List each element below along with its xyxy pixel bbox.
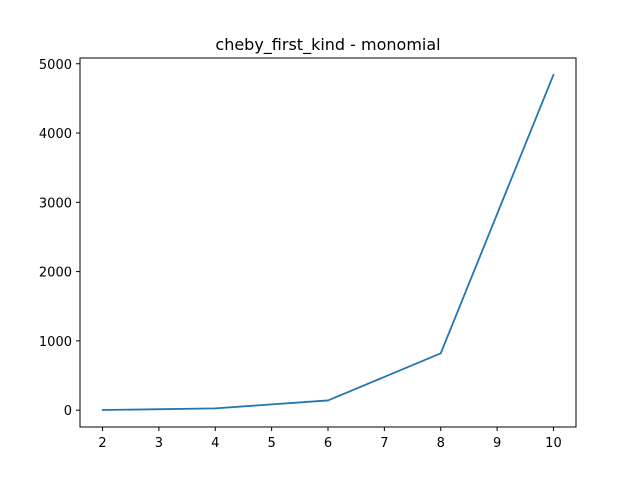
y-tick-label: 5000 [39,58,72,73]
x-tick-label: 8 [437,436,445,451]
plot-layer [101,73,555,411]
data-point [214,407,217,410]
axis-layer: 2 3 4 5 6 7 8 9 10 0 1000 2000 3000 4000 5000 [39,58,562,451]
chart-title: cheby_first_kind - monomial [215,35,440,55]
x-tick-label: 3 [155,436,163,451]
x-tick-label: 5 [267,436,275,451]
data-point [327,399,329,402]
data-point [552,73,555,76]
x-tick-label: 7 [380,436,388,451]
x-tick-label: 2 [98,436,106,451]
x-tick-label: 9 [493,436,501,451]
x-tick-label: 10 [545,436,562,451]
y-tick-label: 3000 [39,196,72,211]
x-tick-label: 4 [211,436,219,451]
x-tick-label: 6 [324,436,332,451]
y-tick-label: 0 [64,404,72,419]
y-tick-label: 4000 [39,127,72,142]
y-tick-label: 1000 [39,335,72,350]
data-point [439,352,442,355]
y-tick-label: 2000 [39,266,72,281]
data-point [101,409,104,411]
